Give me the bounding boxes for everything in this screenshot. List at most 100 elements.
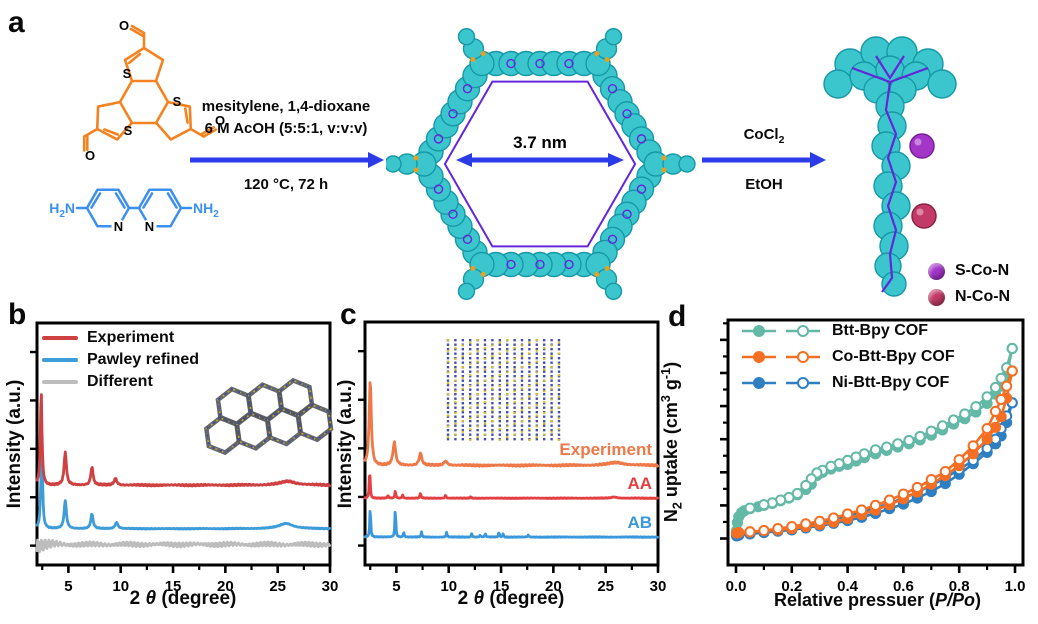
y-axis-label-c: Intensity (a.u.) [335,379,356,509]
legend-marker-icons [742,377,820,389]
framework-inset-image [203,377,334,456]
Btt-Bpy COF-desorption-marker [959,408,971,420]
svg-text:1.0: 1.0 [1005,578,1026,595]
Co-Btt-Bpy COF-desorption-marker [814,515,826,527]
nitrogen-atom-label: N [114,219,123,234]
cocl-sub: 2 [778,134,785,146]
svg-text:30: 30 [650,578,667,595]
trace-label-experiment: Experiment [559,440,652,459]
Btt-Bpy COF-desorption-marker [892,438,904,450]
x-axis-label-b: 2 θ (degree) [63,588,303,610]
xrd-trace-Different [35,538,332,554]
sulfur-atom-label: S [173,94,182,109]
Co-Btt-Bpy COF-desorption-marker [744,526,756,538]
legend-label: Btt-Bpy COF [832,322,928,339]
ylabel-sup: -1 [659,367,673,380]
arrowhead-right [608,153,624,167]
svg-text:25: 25 [597,578,614,595]
s-co-n-sphere-icon [928,262,945,280]
Ni-Btt-Bpy COF-desorption-marker [981,442,993,455]
legend-item: Btt-Bpy COF [740,318,955,344]
svg-text:10: 10 [440,578,457,595]
svg-text:5: 5 [64,578,72,595]
Btt-Bpy COF-desorption-marker [970,401,982,413]
reaction-conditions-line2: 6 M AcOH (5:5:1, v:v:v) [204,120,368,137]
pore-spheres [386,27,696,300]
Co-Btt-Bpy COF-desorption-marker [1001,380,1013,392]
ylabel-part: N [661,509,681,523]
Btt-Bpy COF-desorption-marker [981,391,993,403]
y-axis-label-b: Intensity (a.u.) [4,379,25,509]
ylabel-sub: 2 [670,502,685,510]
Co-Btt-Bpy COF-desorption-marker [869,499,882,511]
svg-text:5: 5 [392,578,400,595]
ylabel-part: ) [661,361,681,368]
Co-Btt-Bpy COF-desorption-marker [883,494,896,506]
Co-Btt-Bpy COF-desorption-marker [939,466,951,478]
Co-Btt-Bpy COF-desorption-marker [828,512,840,524]
oxygen-atom-label: O [85,148,95,163]
legend-item: Ni-Btt-Bpy COF [740,370,955,396]
cocl-text: CoCl [743,126,779,143]
Btt-Bpy COF-desorption-marker [869,444,882,456]
n2-isotherm-chart: 0.00.20.40.60.81.0050100150200250300 [720,318,1026,595]
Co-Btt-Bpy COF-desorption-marker [981,423,993,435]
amine-group-label: NH2 [193,200,219,220]
xlabel-pre: 2 [129,588,146,609]
Co-Btt-Bpy COF-desorption-marker [1006,365,1018,377]
trace-label-ab: AB [627,513,652,532]
ylabel-part: uptake (cm [661,402,681,503]
xrd-trace-Experiment [35,393,332,488]
h-label: H [49,200,59,216]
legend-label: Different [87,373,153,390]
Co-Btt-Bpy COF-adsorption-marker [733,527,745,539]
svg-text:0.6: 0.6 [893,578,914,595]
metal-legend-n-co-n: N-Co-N [928,284,1010,310]
sub2-label: 2 [213,209,219,220]
svg-text:15: 15 [493,578,510,595]
Btt-Bpy COF-desorption-marker [903,434,915,447]
xrd-pawley-legend: Experiment Pawley refined Different [42,327,199,393]
xrd-trace-Pawley refined [35,441,332,531]
metal-legend-label: N-Co-N [955,288,1011,305]
n-co-n-sphere-icon [928,288,945,306]
Btt-Bpy COF-desorption-marker [914,430,926,443]
svg-text:0.4: 0.4 [837,578,859,595]
svg-text:20: 20 [545,578,562,595]
reaction-arrow-1 [190,152,384,168]
Co-Btt-Bpy COF-desorption-marker [967,440,979,452]
cof-pore-structure: 3.7 nm [386,27,696,300]
xlabel-post: (degree) [156,588,237,609]
Btt-Bpy COF-desorption-marker [744,502,756,514]
Btt-Bpy COF-desorption-marker [936,420,949,432]
Co-Btt-Bpy COF-desorption-marker [772,523,784,535]
Co-Btt-Bpy COF-desorption-marker [911,481,923,494]
svg-text:20: 20 [217,578,234,595]
ylabel-sup: 3 [659,395,673,403]
stacking-inset-image [446,339,561,441]
pore-stick-skeleton [413,51,667,277]
xrd-trace-AB [363,509,660,539]
reaction-conditions-line1: mesitylene, 1,4-dioxane [201,98,371,115]
xlabel-pre: Relative pressuer ( [773,590,936,610]
xrd-stacking-chart: 5 10 15 20 25 30 [358,320,667,595]
legend-item: Experiment [42,327,199,349]
legend-item: Pawley refined [42,349,199,371]
metal-legend-label: S-Co-N [955,262,1010,279]
atom-gap [142,219,157,234]
arrowhead-left [456,153,472,167]
legend-line-swatch [42,380,78,384]
bpy-monomer-structure: N N H2N NH2 [49,188,219,234]
Btt-Bpy COF-desorption-marker [800,479,812,492]
btt-monomer-structure: S S S O O O [67,18,225,163]
oxygen-atom-label: O [215,113,225,128]
amine-group-label: H2N [49,200,75,220]
legend-label: Co-Btt-Bpy COF [832,348,955,365]
svg-text:10: 10 [112,578,129,595]
legend-item: Co-Btt-Bpy COF [740,344,955,370]
Btt-Bpy COF-desorption-marker [1006,342,1018,355]
Co-Btt-Bpy COF-desorption-marker [856,504,868,516]
Btt-Bpy COF-desorption-marker [989,381,1002,394]
Btt-Bpy COF-desorption-marker [758,499,770,511]
